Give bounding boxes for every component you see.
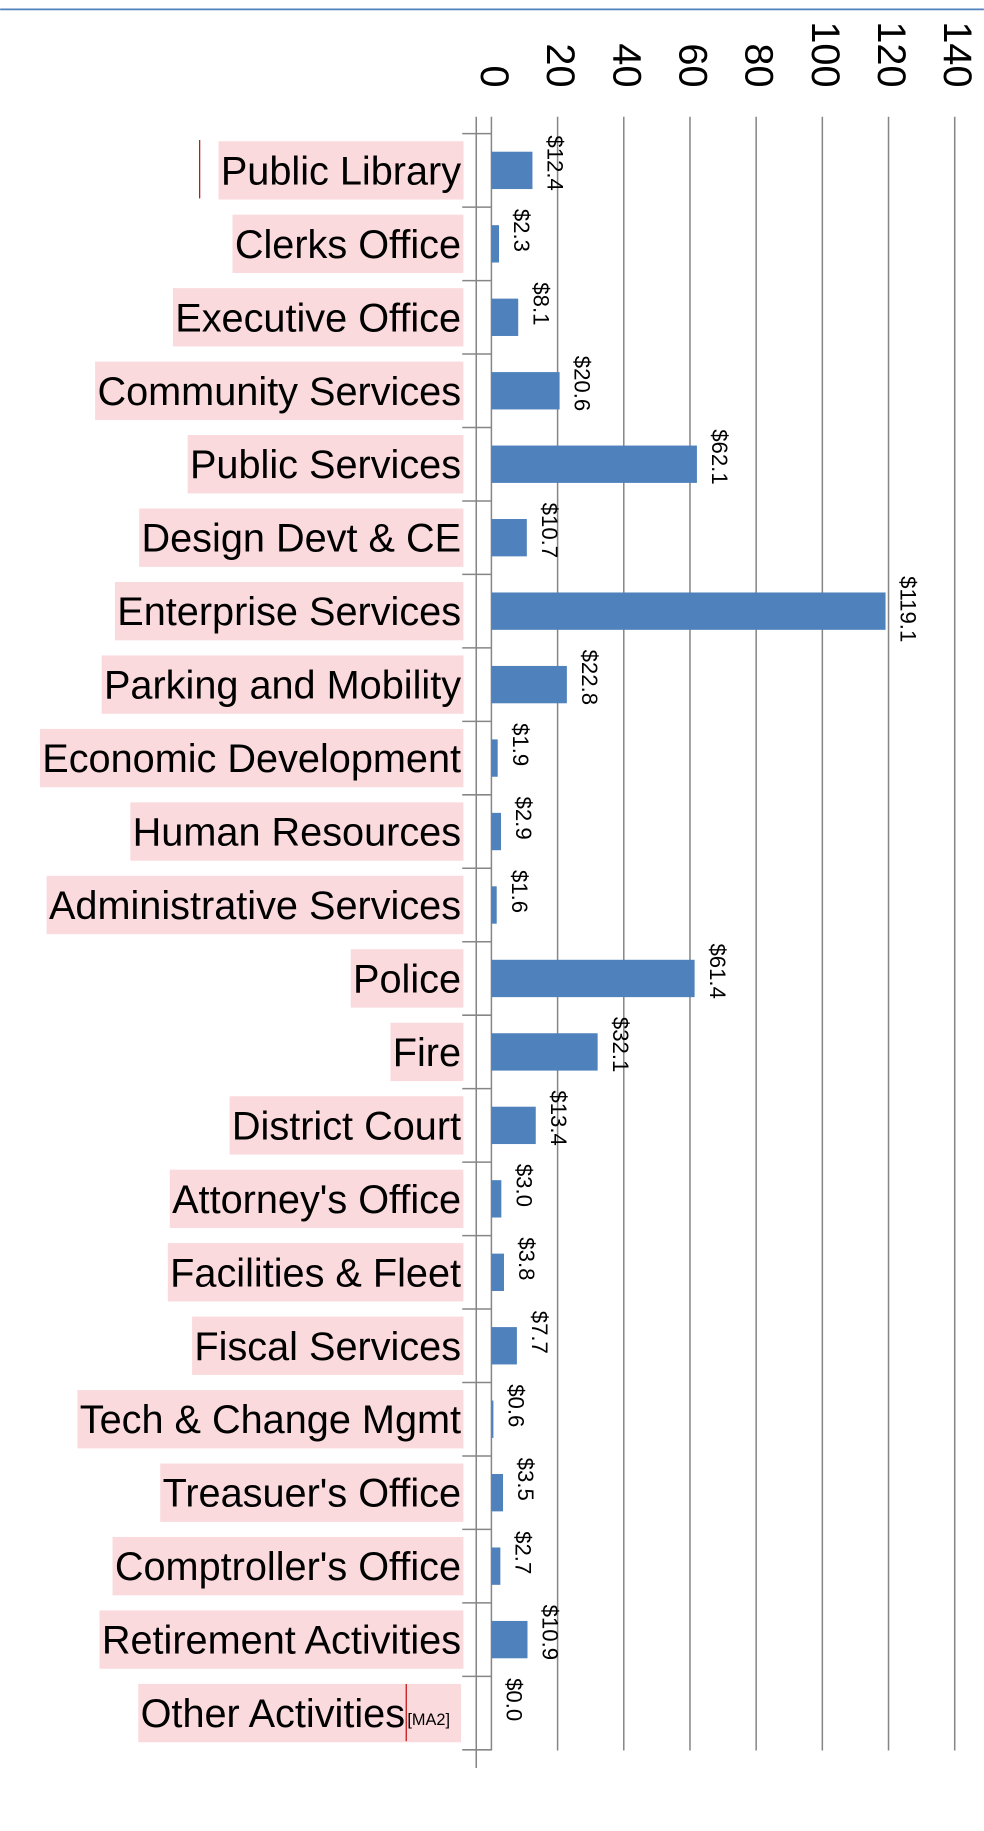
- bar: [491, 1474, 503, 1512]
- data-label: $0.6: [504, 1384, 529, 1427]
- category-label: Police: [353, 957, 461, 1001]
- data-label: $13.4: [546, 1090, 571, 1145]
- category-label: Administrative Services: [49, 884, 461, 928]
- category-label: Executive Office: [175, 296, 461, 340]
- bar: [491, 225, 500, 263]
- data-label: $3.0: [511, 1164, 536, 1207]
- label-highlight: [192, 1316, 464, 1375]
- data-label: $10.9: [538, 1605, 563, 1660]
- data-label: $3.5: [513, 1458, 538, 1501]
- data-label: $119.1: [896, 576, 921, 642]
- data-label: $22.8: [577, 650, 602, 705]
- category-label: District Court: [232, 1104, 461, 1148]
- category-label: Fiscal Services: [194, 1325, 461, 1369]
- data-label: $12.4: [543, 135, 568, 190]
- data-label: $10.7: [537, 503, 562, 558]
- bar: [491, 812, 502, 851]
- bar: [491, 1253, 504, 1291]
- bar: [491, 1033, 598, 1071]
- label-highlight: [390, 1022, 464, 1082]
- label-highlight: [130, 802, 464, 861]
- data-label: $2.3: [509, 209, 534, 252]
- label-layer: [39, 141, 464, 1743]
- label-highlight: [167, 1243, 464, 1302]
- label-highlight: [112, 1536, 464, 1596]
- bar: [491, 592, 886, 630]
- label-highlight: [169, 1169, 464, 1229]
- data-label: $2.7: [510, 1531, 535, 1574]
- category-label: Tech & Change Mgmt: [80, 1398, 461, 1442]
- label-highlight: [77, 1390, 464, 1449]
- label-highlight: [229, 1096, 464, 1155]
- label-highlight: [39, 728, 464, 788]
- bar: [491, 519, 527, 557]
- category-label: Fire: [393, 1031, 461, 1075]
- label-highlight: [187, 435, 464, 494]
- bar: [491, 1106, 536, 1145]
- x-tick-label: 140: [935, 21, 979, 87]
- label-highlight: [101, 655, 464, 714]
- bar: [491, 739, 498, 777]
- bar: [491, 1620, 528, 1659]
- label-highlight: [218, 141, 464, 200]
- label-highlight: [138, 1683, 462, 1743]
- category-label: Treasuer's Office: [163, 1472, 462, 1516]
- bar: [491, 1180, 502, 1218]
- category-label: Economic Development: [42, 737, 461, 781]
- bar: [491, 959, 695, 998]
- category-label: Parking and Mobility: [104, 664, 461, 708]
- bar: [491, 151, 533, 190]
- x-tick-label: 40: [604, 43, 648, 87]
- x-tick-label: 20: [538, 43, 582, 87]
- category-label: Public Library: [221, 149, 461, 193]
- bar: [491, 372, 560, 410]
- x-tick-label: 0: [472, 65, 516, 87]
- category-label: Community Services: [97, 370, 461, 414]
- label-highlight: [46, 875, 464, 935]
- category-label: Retirement Activities: [102, 1619, 461, 1663]
- bar: [491, 665, 567, 704]
- data-label: $32.1: [608, 1017, 633, 1072]
- bar: [491, 445, 697, 483]
- category-label: Clerks Office: [235, 223, 461, 267]
- label-highlight: [350, 949, 464, 1008]
- x-tick-label: 60: [670, 43, 714, 87]
- data-label: $0.0: [502, 1678, 527, 1721]
- label-highlight: [114, 581, 464, 641]
- category-label: Attorney's Office: [172, 1178, 461, 1222]
- x-tick-label: 100: [803, 21, 847, 87]
- bar: [491, 886, 497, 924]
- category-label: Facilities & Fleet: [170, 1251, 461, 1295]
- data-label: $61.4: [705, 943, 730, 998]
- data-label: $62.1: [707, 429, 732, 484]
- data-label: $7.7: [527, 1311, 552, 1354]
- data-label: $2.9: [511, 797, 536, 840]
- annotation: [MA2]: [407, 1711, 450, 1729]
- category-label: Comptroller's Office: [115, 1545, 461, 1589]
- bar: [491, 298, 519, 336]
- data-label: $3.8: [514, 1237, 539, 1280]
- label-highlight: [139, 508, 464, 567]
- label-highlight: [99, 1610, 464, 1669]
- category-label: Other Activities: [141, 1692, 405, 1736]
- x-tick-label: 80: [737, 43, 781, 87]
- data-label: $8.1: [528, 282, 553, 325]
- data-label: $1.6: [507, 870, 532, 913]
- category-label: Enterprise Services: [117, 590, 461, 634]
- bar: [491, 1327, 517, 1365]
- label-highlight: [95, 361, 464, 420]
- category-label: Human Resources: [133, 811, 461, 855]
- label-highlight: [232, 214, 464, 274]
- bar: [491, 1400, 494, 1438]
- x-tick-label: 120: [869, 21, 913, 87]
- category-label: Design Devt & CE: [141, 517, 461, 561]
- category-label: Public Services: [190, 443, 461, 487]
- data-label: $1.9: [508, 723, 533, 766]
- label-highlight: [172, 288, 464, 347]
- label-highlight: [160, 1463, 464, 1522]
- bar: [491, 1547, 501, 1585]
- data-label: $20.6: [570, 356, 595, 411]
